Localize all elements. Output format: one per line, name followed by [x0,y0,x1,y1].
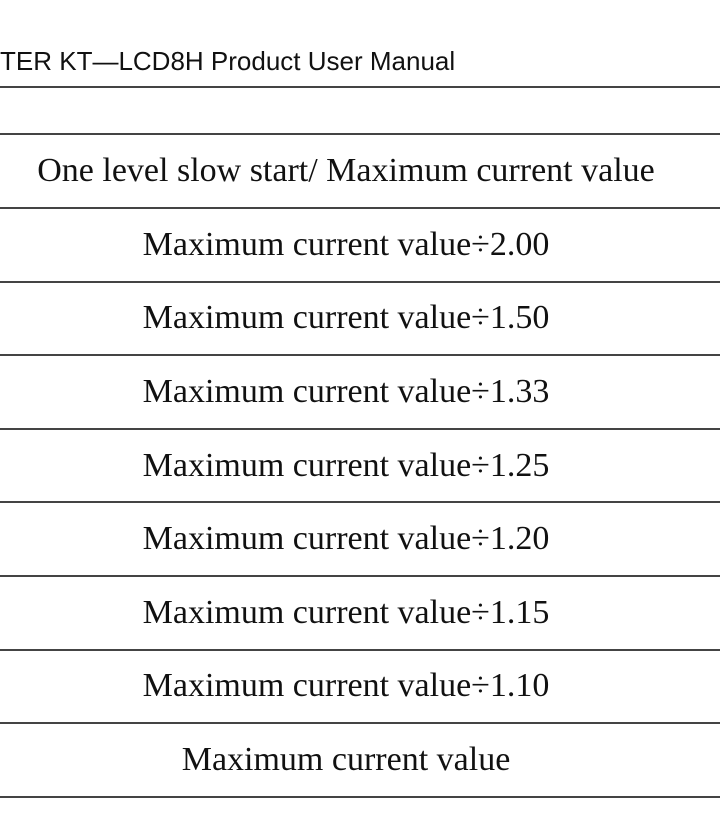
table-rule [0,575,720,577]
table-rule [0,354,720,357]
table-rule [0,427,720,430]
table-rule [0,722,720,725]
table-rule [0,501,720,504]
table-rule [0,280,720,283]
table-rule [0,795,720,798]
table-cell: Maximum current value [181,740,511,778]
table-cell: Maximum current value÷1.33 [142,372,550,410]
table-cell: Maximum current value÷1.20 [142,520,550,558]
table-cell: Maximum current value÷2.00 [142,225,550,263]
table-top-rule [0,133,720,135]
header-title: TER KT—LCD8H Product User Manual [0,46,456,76]
header-rule [0,86,720,88]
table-cell: Maximum current value÷1.15 [142,593,550,631]
table-header-cell: One level slow start/ Maximum current va… [37,152,655,189]
table-cell: Maximum current value÷1.25 [142,446,550,484]
table-cell: Maximum current value÷1.10 [142,667,550,705]
table-rule [0,648,720,651]
table-cell: Maximum current value÷1.50 [142,299,550,337]
table-rule [0,207,720,209]
